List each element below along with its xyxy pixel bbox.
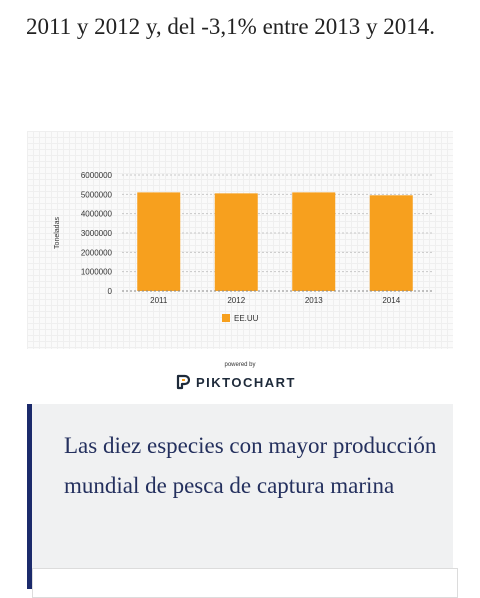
y-tick-label: 5000000 [81,190,113,199]
bar [137,192,181,291]
y-axis-title: Toneladas [54,217,61,249]
x-tick-label: 2012 [227,296,245,305]
x-tick-label: 2013 [305,296,323,305]
callout-title: Las diez especies con mayor producción m… [64,433,437,498]
y-tick-label: 1000000 [81,268,113,277]
bar [292,192,336,291]
y-tick-label: 4000000 [81,210,113,219]
bar [214,193,258,291]
x-tick-label: 2014 [382,296,400,305]
legend-label: EE.UU [234,314,259,323]
bar-chart: 0 1000000 2000000 3000000 4000000 5000000 6000… [54,171,432,323]
legend-swatch [222,314,230,322]
y-tick-label: 6000000 [81,171,113,180]
y-tick-label: 2000000 [81,248,113,257]
article-paragraph: 2011 y 2012 y, del -3,1% entre 2013 y 20… [26,14,436,39]
callout-next-card [32,568,458,598]
piktochart-logo-icon [176,374,190,390]
y-tick-label: 0 [108,287,113,296]
x-tick-label: 2011 [150,296,168,305]
bar [369,195,413,291]
piktochart-brand[interactable]: PIKTOCHART [176,372,296,392]
piktochart-name: PIKTOCHART [196,374,296,390]
related-article-callout[interactable]: Las diez especies con mayor producción m… [27,404,458,598]
powered-by-label: powered by [224,362,256,368]
y-tick-label: 3000000 [81,229,113,238]
